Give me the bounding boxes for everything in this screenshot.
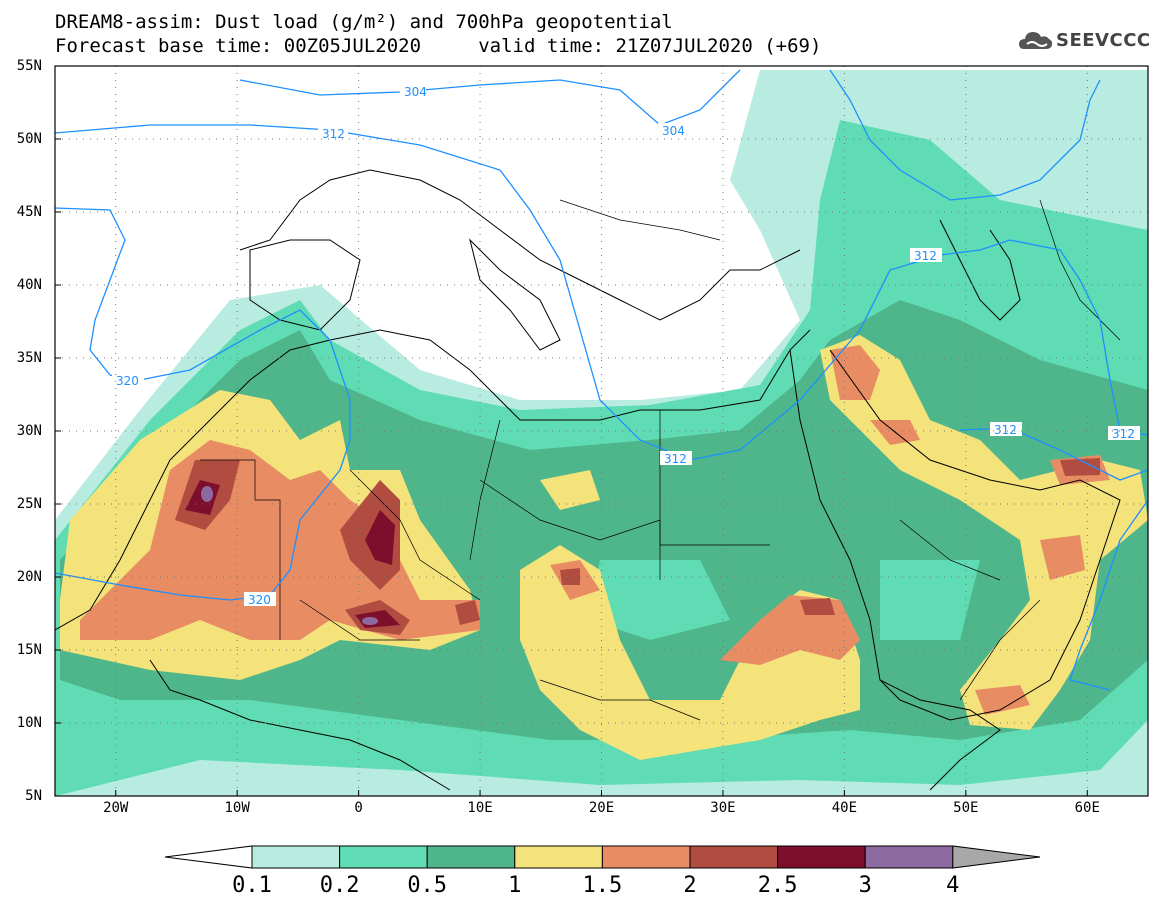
dust-field-yellow-central [520, 545, 860, 760]
colorbar-label: 0.1 [232, 873, 272, 898]
lat-label: 10N [16, 715, 42, 731]
coastline-iberia [249, 239, 361, 331]
colorbar-label: 1.5 [582, 873, 623, 898]
dust-field-orange-yemen [975, 685, 1030, 715]
contour-label-312-c: 312 [914, 249, 937, 263]
colorbar-label: 2.5 [757, 873, 798, 898]
seevccc-logo: SEEVCCC [1018, 27, 1151, 55]
lat-label: 20N [16, 569, 42, 585]
lat-label: 15N [16, 642, 42, 658]
dust-field-red-patch-3 [1060, 458, 1100, 476]
colorbar-bin [689, 845, 779, 869]
lat-label: 35N [16, 350, 42, 366]
dust-field-purple-west [201, 486, 213, 502]
colorbar-label: 1 [508, 873, 522, 898]
lat-label: 50N [16, 131, 42, 147]
contour-312 [55, 124, 1148, 461]
coastlines [55, 169, 1121, 791]
contour-label-312-b: 312 [664, 452, 687, 466]
dust-field-red-chad [455, 600, 480, 625]
map-title-line-1: DREAM8-assim: Dust load (g/m²) and 700hP… [55, 11, 673, 33]
dust-field-purple-niger [362, 617, 378, 625]
colorbar-label: 0.5 [407, 873, 448, 898]
lat-label: 30N [16, 423, 42, 439]
colorbar-bin [777, 845, 866, 869]
lon-label: 40E [831, 800, 858, 816]
colorbar-label: 2 [683, 873, 697, 898]
contour-east-meridional [829, 69, 1101, 201]
lat-label: 5N [25, 788, 42, 804]
contour-labels: 304 304 312 312 312 312 312 320 320 [112, 84, 1140, 607]
contour-label-320-a: 320 [116, 374, 139, 388]
contour-304 [239, 69, 741, 126]
dust-field-light-patch-2 [880, 560, 980, 640]
colorbar-bin [251, 845, 341, 869]
lon-label: 10W [224, 800, 250, 816]
lon-label: 10E [467, 800, 493, 816]
colorbar-left-arrow [164, 845, 253, 869]
coastline-europe [239, 169, 801, 321]
lon-label: 50E [953, 800, 979, 816]
contour-label-320-b: 320 [248, 593, 271, 607]
colorbar-bin [601, 845, 691, 869]
lat-label: 40N [16, 277, 42, 293]
dust-field-dark-sahara [365, 510, 395, 565]
contour-label-312-a: 312 [322, 127, 345, 141]
contour-label-304-a: 304 [404, 85, 427, 99]
dust-field-yellow-patch [540, 470, 600, 510]
contour-label-312-d: 312 [994, 423, 1017, 437]
dust-field-red-patch-2 [800, 598, 835, 615]
coastline-africa [55, 329, 811, 631]
lon-label: 20W [103, 800, 129, 816]
colorbar-bin [426, 845, 516, 869]
colorbar-label: 3 [858, 873, 872, 898]
dust-field-light-patch-1 [590, 560, 730, 640]
colorbar-bin [339, 845, 428, 869]
lat-label: 45N [16, 204, 42, 220]
colorbar-right-arrow [952, 845, 1041, 869]
colorbar [164, 845, 1041, 869]
coastline-caspian [939, 219, 1021, 321]
lat-label: 25N [16, 496, 42, 512]
colorbar-label: 4 [946, 873, 960, 898]
dust-field-red-patch-1 [560, 568, 580, 585]
lon-label: 60E [1074, 800, 1100, 816]
colorbar-label: 0.2 [319, 873, 360, 898]
coastline-west-africa [149, 659, 451, 791]
lon-label: 30E [710, 800, 736, 816]
axis-ticks [55, 65, 1088, 797]
contour-arabia-east [1069, 499, 1148, 691]
dust-field-orange-iraq [830, 345, 880, 400]
map-title-line-2: Forecast base time: 00Z05JUL2020 valid t… [55, 35, 822, 57]
contour-label-304-b: 304 [662, 124, 685, 138]
cloud-logo-icon [1019, 32, 1053, 49]
contour-label-312-e: 312 [1112, 427, 1135, 441]
lon-label: 0 [354, 800, 363, 816]
coastline-horn [879, 679, 1001, 791]
colorbar-bin [514, 845, 603, 869]
colorbar-bin [864, 845, 954, 869]
logo-text: SEEVCCC [1056, 30, 1151, 51]
dust-field-orange-arabia [1040, 535, 1085, 580]
graticule [55, 66, 1148, 796]
lat-label: 55N [16, 58, 42, 74]
coastline-italy [469, 238, 561, 351]
lon-label: 20E [588, 800, 615, 816]
coastline-arabia [829, 349, 1121, 721]
